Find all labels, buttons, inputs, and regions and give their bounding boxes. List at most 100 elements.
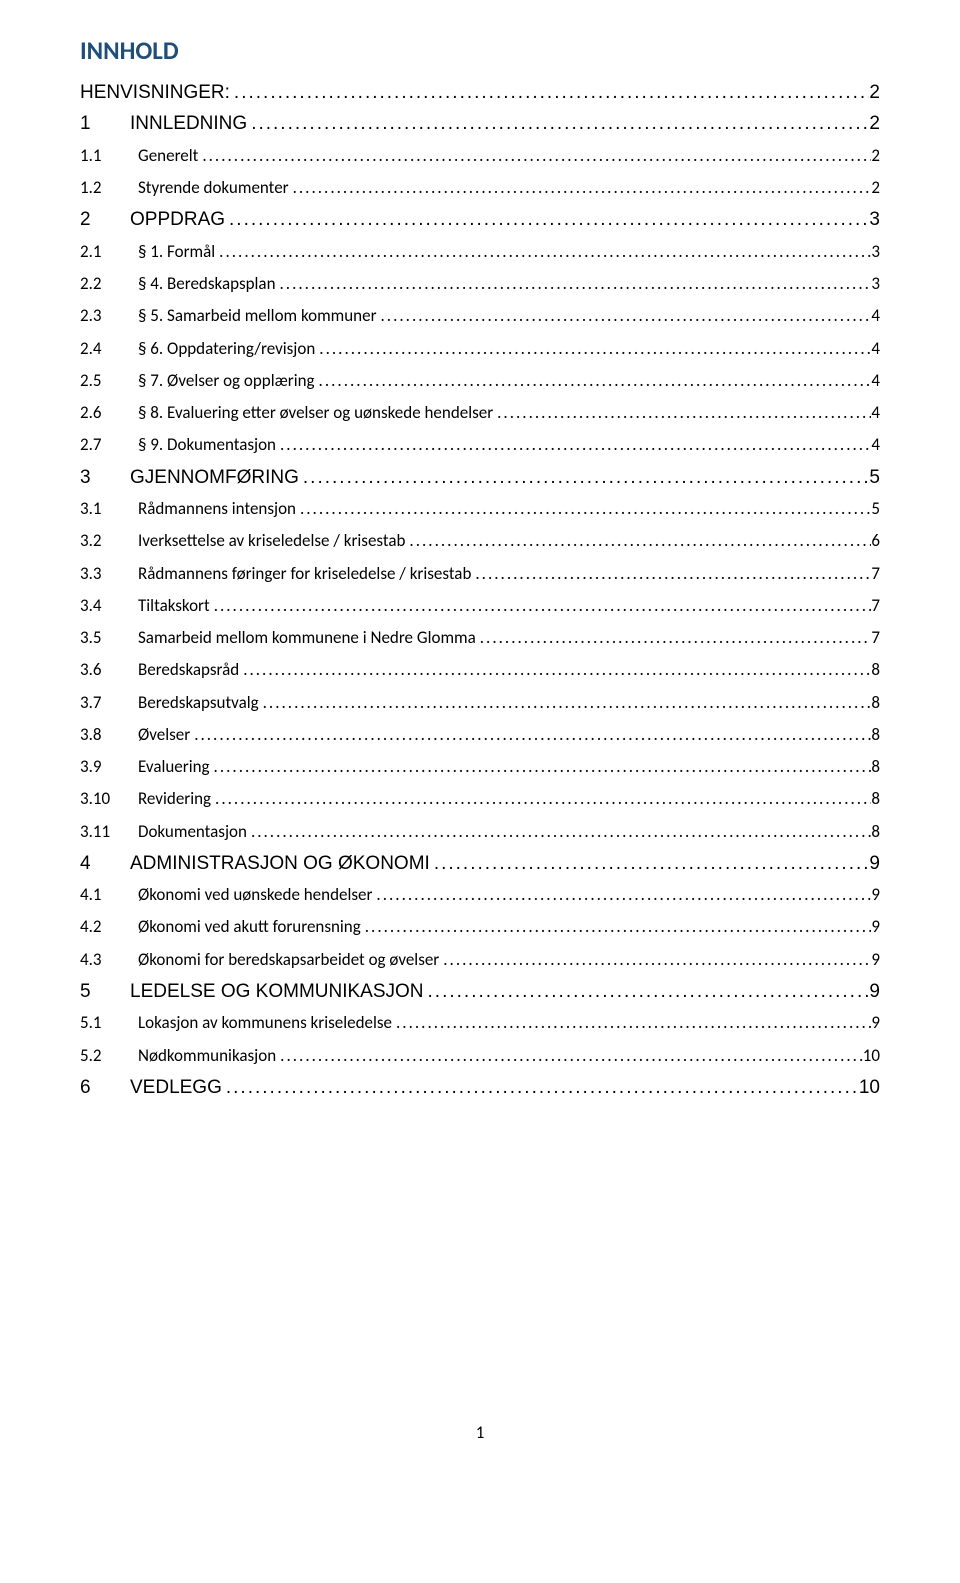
toc-entry[interactable]: 5LEDELSE OG KOMMUNIKASJON 9 [80, 977, 880, 1006]
toc-entry[interactable]: 3.10Revidering8 [80, 784, 880, 814]
toc-entry-leader [211, 784, 871, 814]
toc-entry[interactable]: 5.2Nødkommunikasjon10 [80, 1041, 880, 1071]
toc-entry-number: 3.6 [80, 655, 124, 685]
toc-entry-number: 4 [80, 849, 110, 878]
toc-entry-label: § 9. Dokumentasjon [124, 430, 276, 460]
toc-entry-leader [276, 1041, 863, 1071]
toc-entry-leader [424, 977, 870, 1006]
toc-entry-number: 2 [80, 205, 110, 234]
toc-entry[interactable]: 3.7Beredskapsutvalg8 [80, 688, 880, 718]
toc-entry-page: 8 [871, 655, 880, 685]
toc-entry-page: 7 [871, 623, 880, 653]
toc-entry-leader [471, 559, 871, 589]
toc-entry[interactable]: 3.9Evaluering8 [80, 752, 880, 782]
toc-entry[interactable]: 4ADMINISTRASJON OG ØKONOMI9 [80, 849, 880, 878]
toc-entry[interactable]: 2.4§ 6. Oppdatering/revisjon4 [80, 334, 880, 364]
toc-entry[interactable]: 3.3Rådmannens føringer for kriseledelse … [80, 559, 880, 589]
toc-entry[interactable]: 2OPPDRAG3 [80, 205, 880, 234]
toc-entry-number: 2.2 [80, 269, 124, 299]
toc-entry-label: § 6. Oppdatering/revisjon [124, 334, 315, 364]
toc-entry-page: 6 [871, 526, 880, 556]
toc-entry-page: 9 [871, 1008, 880, 1038]
toc-entry-label: GJENNOMFØRING [110, 463, 299, 492]
toc-entry[interactable]: 3.6Beredskapsråd8 [80, 655, 880, 685]
toc-entry-leader [315, 366, 872, 396]
toc-entry-label: Økonomi for beredskapsarbeidet og øvelse… [124, 945, 439, 975]
toc-entry[interactable]: HENVISNINGER:2 [80, 78, 880, 107]
toc-entry-leader [225, 205, 869, 234]
toc-entry-label: Revidering [124, 784, 211, 814]
toc-entry[interactable]: 2.3§ 5. Samarbeid mellom kommuner4 [80, 301, 880, 331]
toc-entry-label: Tiltakskort [124, 591, 210, 621]
toc-entry-leader [296, 494, 871, 524]
toc-entry-leader [247, 109, 869, 138]
toc-entry-label: INNLEDNING [110, 109, 247, 138]
toc-entry-label: Iverksettelse av kriseledelse / krisesta… [124, 526, 405, 556]
toc-entry-leader [230, 78, 870, 107]
toc-entry[interactable]: 3.8Øvelser8 [80, 720, 880, 750]
toc-entry-label: Dokumentasjon [124, 817, 247, 847]
table-of-contents: HENVISNINGER:21INNLEDNING21.1Generelt21.… [80, 78, 880, 1102]
toc-entry-page: 9 [871, 945, 880, 975]
toc-entry-label: § 1. Formål [124, 237, 215, 267]
toc-entry-page: 5 [871, 494, 880, 524]
toc-entry[interactable]: 2.5§ 7. Øvelser og opplæring4 [80, 366, 880, 396]
toc-entry[interactable]: 2.1§ 1. Formål3 [80, 237, 880, 267]
toc-entry-page: 8 [871, 817, 880, 847]
toc-entry-number: 3.1 [80, 494, 124, 524]
toc-entry-number: 3.10 [80, 784, 124, 814]
toc-entry[interactable]: 2.7§ 9. Dokumentasjon4 [80, 430, 880, 460]
toc-entry-leader [239, 655, 871, 685]
toc-entry[interactable]: 3GJENNOMFØRING5 [80, 463, 880, 492]
toc-entry[interactable]: 1INNLEDNING 2 [80, 109, 880, 138]
toc-entry-leader [361, 912, 872, 942]
toc-entry-leader [215, 237, 871, 267]
toc-entry-page: 9 [869, 977, 880, 1006]
toc-entry-page: 3 [869, 205, 880, 234]
toc-entry[interactable]: 1.1Generelt2 [80, 141, 880, 171]
toc-entry[interactable]: 3.1Rådmannens intensjon 5 [80, 494, 880, 524]
toc-entry[interactable]: 3.2Iverksettelse av kriseledelse / krise… [80, 526, 880, 556]
toc-entry-label: Styrende dokumenter [124, 173, 289, 203]
toc-entry-label: Øvelser [124, 720, 190, 750]
toc-entry-label: HENVISNINGER: [80, 78, 230, 107]
toc-entry[interactable]: 3.5Samarbeid mellom kommunene i Nedre Gl… [80, 623, 880, 653]
toc-entry[interactable]: 2.2§ 4. Beredskapsplan3 [80, 269, 880, 299]
toc-entry[interactable]: 2.6§ 8. Evaluering etter øvelser og uøns… [80, 398, 880, 428]
toc-entry-label: Beredskapsutvalg [124, 688, 259, 718]
toc-entry-leader [430, 849, 870, 878]
toc-entry[interactable]: 4.2Økonomi ved akutt forurensning9 [80, 912, 880, 942]
toc-entry-page: 3 [871, 237, 880, 267]
toc-entry-number: 2.6 [80, 398, 124, 428]
toc-entry-page: 5 [869, 463, 880, 492]
page-number: 1 [80, 1422, 880, 1443]
toc-entry-number: 5 [80, 977, 110, 1006]
toc-entry[interactable]: 4.1Økonomi ved uønskede hendelser9 [80, 880, 880, 910]
toc-entry-page: 9 [871, 912, 880, 942]
toc-entry[interactable]: 3.11Dokumentasjon8 [80, 817, 880, 847]
toc-entry[interactable]: 3.4Tiltakskort7 [80, 591, 880, 621]
toc-entry-page: 2 [869, 109, 880, 138]
toc-entry-label: § 7. Øvelser og opplæring [124, 366, 315, 396]
toc-entry[interactable]: 5.1Lokasjon av kommunens kriseledelse9 [80, 1008, 880, 1038]
toc-entry-number: 4.1 [80, 880, 124, 910]
toc-entry-leader [276, 269, 872, 299]
toc-entry-leader [377, 301, 872, 331]
toc-entry-leader [315, 334, 871, 364]
toc-entry-label: Nødkommunikasjon [124, 1041, 276, 1071]
toc-entry-label: Økonomi ved uønskede hendelser [124, 880, 372, 910]
toc-entry-leader [198, 141, 871, 171]
toc-entry-label: LEDELSE OG KOMMUNIKASJON [110, 977, 424, 1006]
toc-entry-label: Rådmannens intensjon [124, 494, 296, 524]
toc-entry-number: 3.8 [80, 720, 124, 750]
toc-entry[interactable]: 4.3Økonomi for beredskapsarbeidet og øve… [80, 945, 880, 975]
toc-entry-leader [259, 688, 872, 718]
toc-entry-leader [210, 591, 872, 621]
toc-entry[interactable]: 1.2Styrende dokumenter2 [80, 173, 880, 203]
toc-entry-label: § 8. Evaluering etter øvelser og uønsked… [124, 398, 493, 428]
toc-entry-leader [439, 945, 871, 975]
toc-entry[interactable]: 6VEDLEGG10 [80, 1073, 880, 1102]
toc-entry-number: 1 [80, 109, 110, 138]
toc-entry-page: 3 [871, 269, 880, 299]
toc-entry-label: VEDLEGG [110, 1073, 222, 1102]
